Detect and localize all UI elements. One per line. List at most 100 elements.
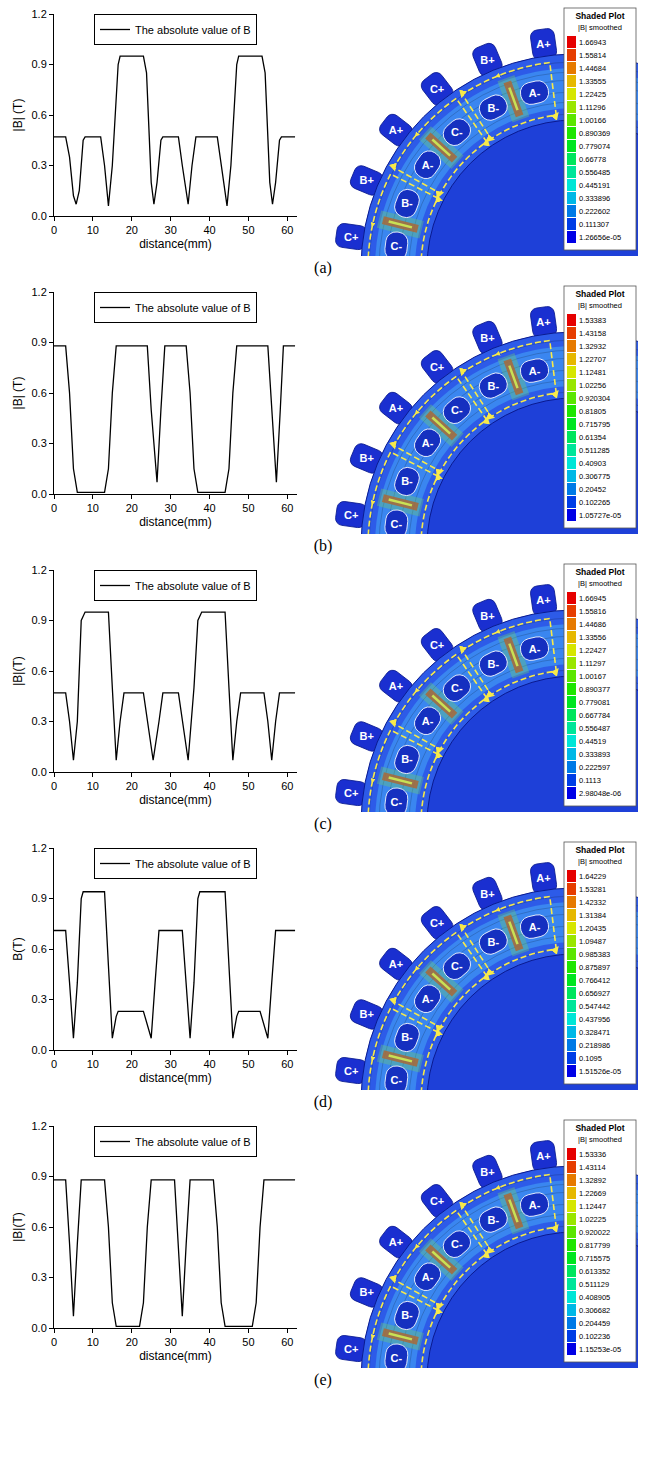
svg-text:60: 60 <box>281 1058 293 1070</box>
svg-text:50: 50 <box>242 1336 254 1348</box>
svg-text:0.445191: 0.445191 <box>579 181 610 190</box>
svg-text:20: 20 <box>126 780 138 792</box>
svg-text:A-: A- <box>529 921 541 933</box>
svg-text:C-: C- <box>451 960 463 972</box>
svg-text:30: 30 <box>165 224 177 236</box>
svg-text:1.33555: 1.33555 <box>579 77 606 86</box>
svg-text:0.44519: 0.44519 <box>579 737 606 746</box>
svg-text:C+: C+ <box>430 1195 444 1207</box>
svg-text:60: 60 <box>281 780 293 792</box>
svg-text:1.11296: 1.11296 <box>579 103 606 112</box>
svg-text:C+: C+ <box>430 83 444 95</box>
svg-text:1.55814: 1.55814 <box>579 51 606 60</box>
svg-text:0.6: 0.6 <box>32 1221 47 1233</box>
svg-text:1.2: 1.2 <box>32 8 47 20</box>
svg-text:0.920022: 0.920022 <box>579 1228 610 1237</box>
svg-text:A+: A+ <box>536 594 550 606</box>
svg-text:0.9: 0.9 <box>32 336 47 348</box>
svg-text:0.81805: 0.81805 <box>579 407 606 416</box>
svg-text:Shaded Plot: Shaded Plot <box>575 567 624 577</box>
svg-text:1.05727e-05: 1.05727e-05 <box>579 511 621 520</box>
svg-text:2.98048e-06: 2.98048e-06 <box>579 789 621 798</box>
svg-text:C+: C+ <box>430 361 444 373</box>
svg-text:50: 50 <box>242 502 254 514</box>
svg-text:0.3: 0.3 <box>32 437 47 449</box>
svg-text:0.333896: 0.333896 <box>579 194 610 203</box>
svg-text:B+: B+ <box>480 332 494 344</box>
svg-text:1.66945: 1.66945 <box>579 594 606 603</box>
svg-text:0.766412: 0.766412 <box>579 976 610 985</box>
svg-text:1.00167: 1.00167 <box>579 672 606 681</box>
svg-text:distance(mm): distance(mm) <box>139 793 212 807</box>
svg-text:C+: C+ <box>344 231 358 243</box>
svg-text:0.437956: 0.437956 <box>579 1015 610 1024</box>
svg-text:C-: C- <box>391 1352 403 1364</box>
svg-text:0.0: 0.0 <box>32 1044 47 1056</box>
svg-text:10: 10 <box>87 502 99 514</box>
svg-text:C-: C- <box>451 1238 463 1250</box>
svg-text:|B| smoothed: |B| smoothed <box>578 1135 622 1144</box>
svg-text:distance(mm): distance(mm) <box>139 237 212 251</box>
svg-text:1.43114: 1.43114 <box>579 1163 606 1172</box>
svg-text:60: 60 <box>281 502 293 514</box>
svg-text:C+: C+ <box>344 509 358 521</box>
svg-text:B(T): B(T) <box>11 937 25 960</box>
svg-text:0.6: 0.6 <box>32 387 47 399</box>
svg-text:distance(mm): distance(mm) <box>139 1071 212 1085</box>
svg-text:1.55816: 1.55816 <box>579 607 606 616</box>
svg-text:0.817799: 0.817799 <box>579 1241 610 1250</box>
svg-text:A-: A- <box>529 87 541 99</box>
svg-text:20: 20 <box>126 224 138 236</box>
svg-text:B+: B+ <box>359 174 373 186</box>
svg-text:0.306682: 0.306682 <box>579 1306 610 1315</box>
svg-text:A+: A+ <box>536 872 550 884</box>
svg-text:1.53383: 1.53383 <box>579 316 606 325</box>
svg-text:30: 30 <box>165 780 177 792</box>
svg-text:10: 10 <box>87 780 99 792</box>
svg-text:0.556485: 0.556485 <box>579 168 610 177</box>
svg-text:0.3: 0.3 <box>32 159 47 171</box>
svg-text:0.9: 0.9 <box>32 892 47 904</box>
svg-text:0.333893: 0.333893 <box>579 750 610 759</box>
svg-text:0.0: 0.0 <box>32 766 47 778</box>
svg-text:The absolute value of B: The absolute value of B <box>135 302 251 314</box>
svg-text:A-: A- <box>422 159 434 171</box>
svg-text:0.3: 0.3 <box>32 715 47 727</box>
svg-text:0.408905: 0.408905 <box>579 1293 610 1302</box>
svg-text:1.2: 1.2 <box>32 286 47 298</box>
svg-text:0.3: 0.3 <box>32 993 47 1005</box>
svg-text:The absolute value of B: The absolute value of B <box>135 1136 251 1148</box>
svg-text:1.26656e-05: 1.26656e-05 <box>579 233 621 242</box>
svg-text:0.556487: 0.556487 <box>579 724 610 733</box>
svg-text:0.0: 0.0 <box>32 1322 47 1334</box>
svg-text:50: 50 <box>242 1058 254 1070</box>
svg-text:C-: C- <box>391 240 403 252</box>
svg-text:B+: B+ <box>359 452 373 464</box>
svg-text:1.22427: 1.22427 <box>579 646 606 655</box>
svg-text:B+: B+ <box>359 730 373 742</box>
svg-text:10: 10 <box>87 1336 99 1348</box>
svg-text:|B|(T): |B|(T) <box>11 1212 25 1242</box>
svg-text:C-: C- <box>391 1074 403 1086</box>
svg-text:C-: C- <box>451 126 463 138</box>
svg-text:B-: B- <box>401 1309 413 1321</box>
svg-text:0.547442: 0.547442 <box>579 1002 610 1011</box>
svg-text:40: 40 <box>203 502 215 514</box>
svg-text:1.43158: 1.43158 <box>579 329 606 338</box>
svg-text:|B|(T): |B|(T) <box>11 656 25 686</box>
svg-text:0.9: 0.9 <box>32 614 47 626</box>
svg-text:0: 0 <box>51 502 57 514</box>
svg-text:0.667784: 0.667784 <box>579 711 610 720</box>
svg-text:A+: A+ <box>389 1236 403 1248</box>
svg-text:0.111307: 0.111307 <box>579 220 609 229</box>
svg-text:distance(mm): distance(mm) <box>139 515 212 529</box>
svg-text:1.44684: 1.44684 <box>579 64 606 73</box>
svg-text:0.66778: 0.66778 <box>579 155 606 164</box>
svg-text:0.0: 0.0 <box>32 488 47 500</box>
svg-text:60: 60 <box>281 224 293 236</box>
svg-text:B+: B+ <box>480 610 494 622</box>
svg-text:A-: A- <box>529 1199 541 1211</box>
svg-text:40: 40 <box>203 1336 215 1348</box>
svg-text:Shaded Plot: Shaded Plot <box>575 1123 624 1133</box>
svg-text:1.44686: 1.44686 <box>579 620 606 629</box>
